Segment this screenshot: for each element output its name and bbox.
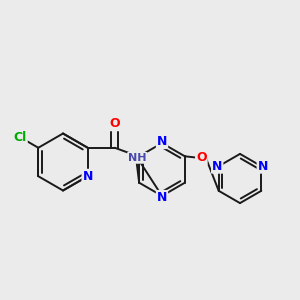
Text: N: N <box>157 191 167 204</box>
Text: O: O <box>196 151 207 164</box>
Text: N: N <box>258 160 268 173</box>
Text: Cl: Cl <box>14 131 27 144</box>
Text: NH: NH <box>128 153 147 163</box>
Text: O: O <box>110 117 120 130</box>
Text: N: N <box>82 170 93 183</box>
Text: N: N <box>212 160 222 173</box>
Text: N: N <box>157 135 167 148</box>
